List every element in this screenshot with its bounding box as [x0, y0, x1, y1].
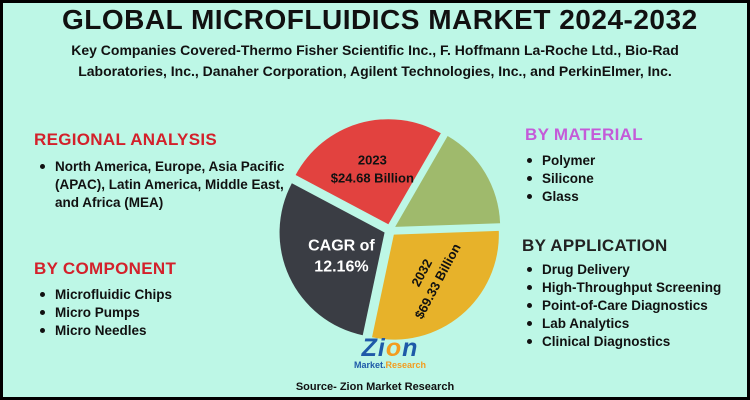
- list-item: Polymer: [522, 152, 722, 170]
- list-item: Point-of-Care Diagnostics: [522, 297, 732, 315]
- source-note: Source- Zion Market Research: [295, 381, 455, 393]
- pie-slice-label: 2023 $24.68 Billion: [331, 152, 414, 185]
- pie-slice: [295, 119, 441, 225]
- logo-subtext: Market.Research: [353, 360, 427, 370]
- list-item: Silicone: [522, 170, 722, 188]
- by-component-list: Microfluidic Chips Micro Pumps Micro Nee…: [35, 286, 255, 340]
- page-title: GLOBAL MICROFLUIDICS MARKET 2024-2032: [62, 4, 698, 35]
- regional-analysis-list: North America, Europe, Asia Pacific (APA…: [35, 158, 285, 212]
- logo-brand: Zion: [361, 334, 419, 362]
- regional-analysis-heading: REGIONAL ANALYSIS: [34, 130, 218, 149]
- list-item: Micro Pumps: [35, 304, 255, 322]
- slice-label-line-1: 2023: [358, 152, 387, 167]
- list-item: North America, Europe, Asia Pacific (APA…: [35, 158, 285, 212]
- list-item: Drug Delivery: [522, 261, 732, 279]
- list-item: Micro Needles: [35, 322, 255, 340]
- by-component-heading: BY COMPONENT: [34, 259, 177, 278]
- subtitle-line-2: Laboratories, Inc., Danaher Corporation,…: [78, 63, 672, 79]
- by-application-list: Drug Delivery High-Throughput Screening …: [522, 261, 732, 351]
- pie-slice: [395, 135, 501, 227]
- list-item: Microfluidic Chips: [35, 286, 255, 304]
- pie-slice: [372, 230, 499, 340]
- list-item: Glass: [522, 188, 722, 206]
- zion-logo: Zion Market.Research: [340, 335, 440, 375]
- by-material-heading: BY MATERIAL: [525, 125, 643, 144]
- pie-slice-label: CAGR of 12.16%: [308, 238, 375, 276]
- list-item: High-Throughput Screening: [522, 279, 732, 297]
- slice-label-line-2: $24.68 Billion: [331, 170, 414, 185]
- key-companies-subtitle: Key Companies Covered-Thermo Fisher Scie…: [10, 40, 740, 82]
- subtitle-line-1: Key Companies Covered-Thermo Fisher Scie…: [71, 42, 679, 58]
- pie-slice: [279, 183, 385, 336]
- list-item: Lab Analytics: [522, 315, 732, 333]
- slice-label-line-2: 12.16%: [314, 259, 368, 276]
- by-application-heading: BY APPLICATION: [522, 236, 668, 255]
- list-item: Clinical Diagnostics: [522, 333, 732, 351]
- slice-label-line-1: CAGR of: [308, 238, 375, 255]
- by-material-list: Polymer Silicone Glass: [522, 152, 722, 206]
